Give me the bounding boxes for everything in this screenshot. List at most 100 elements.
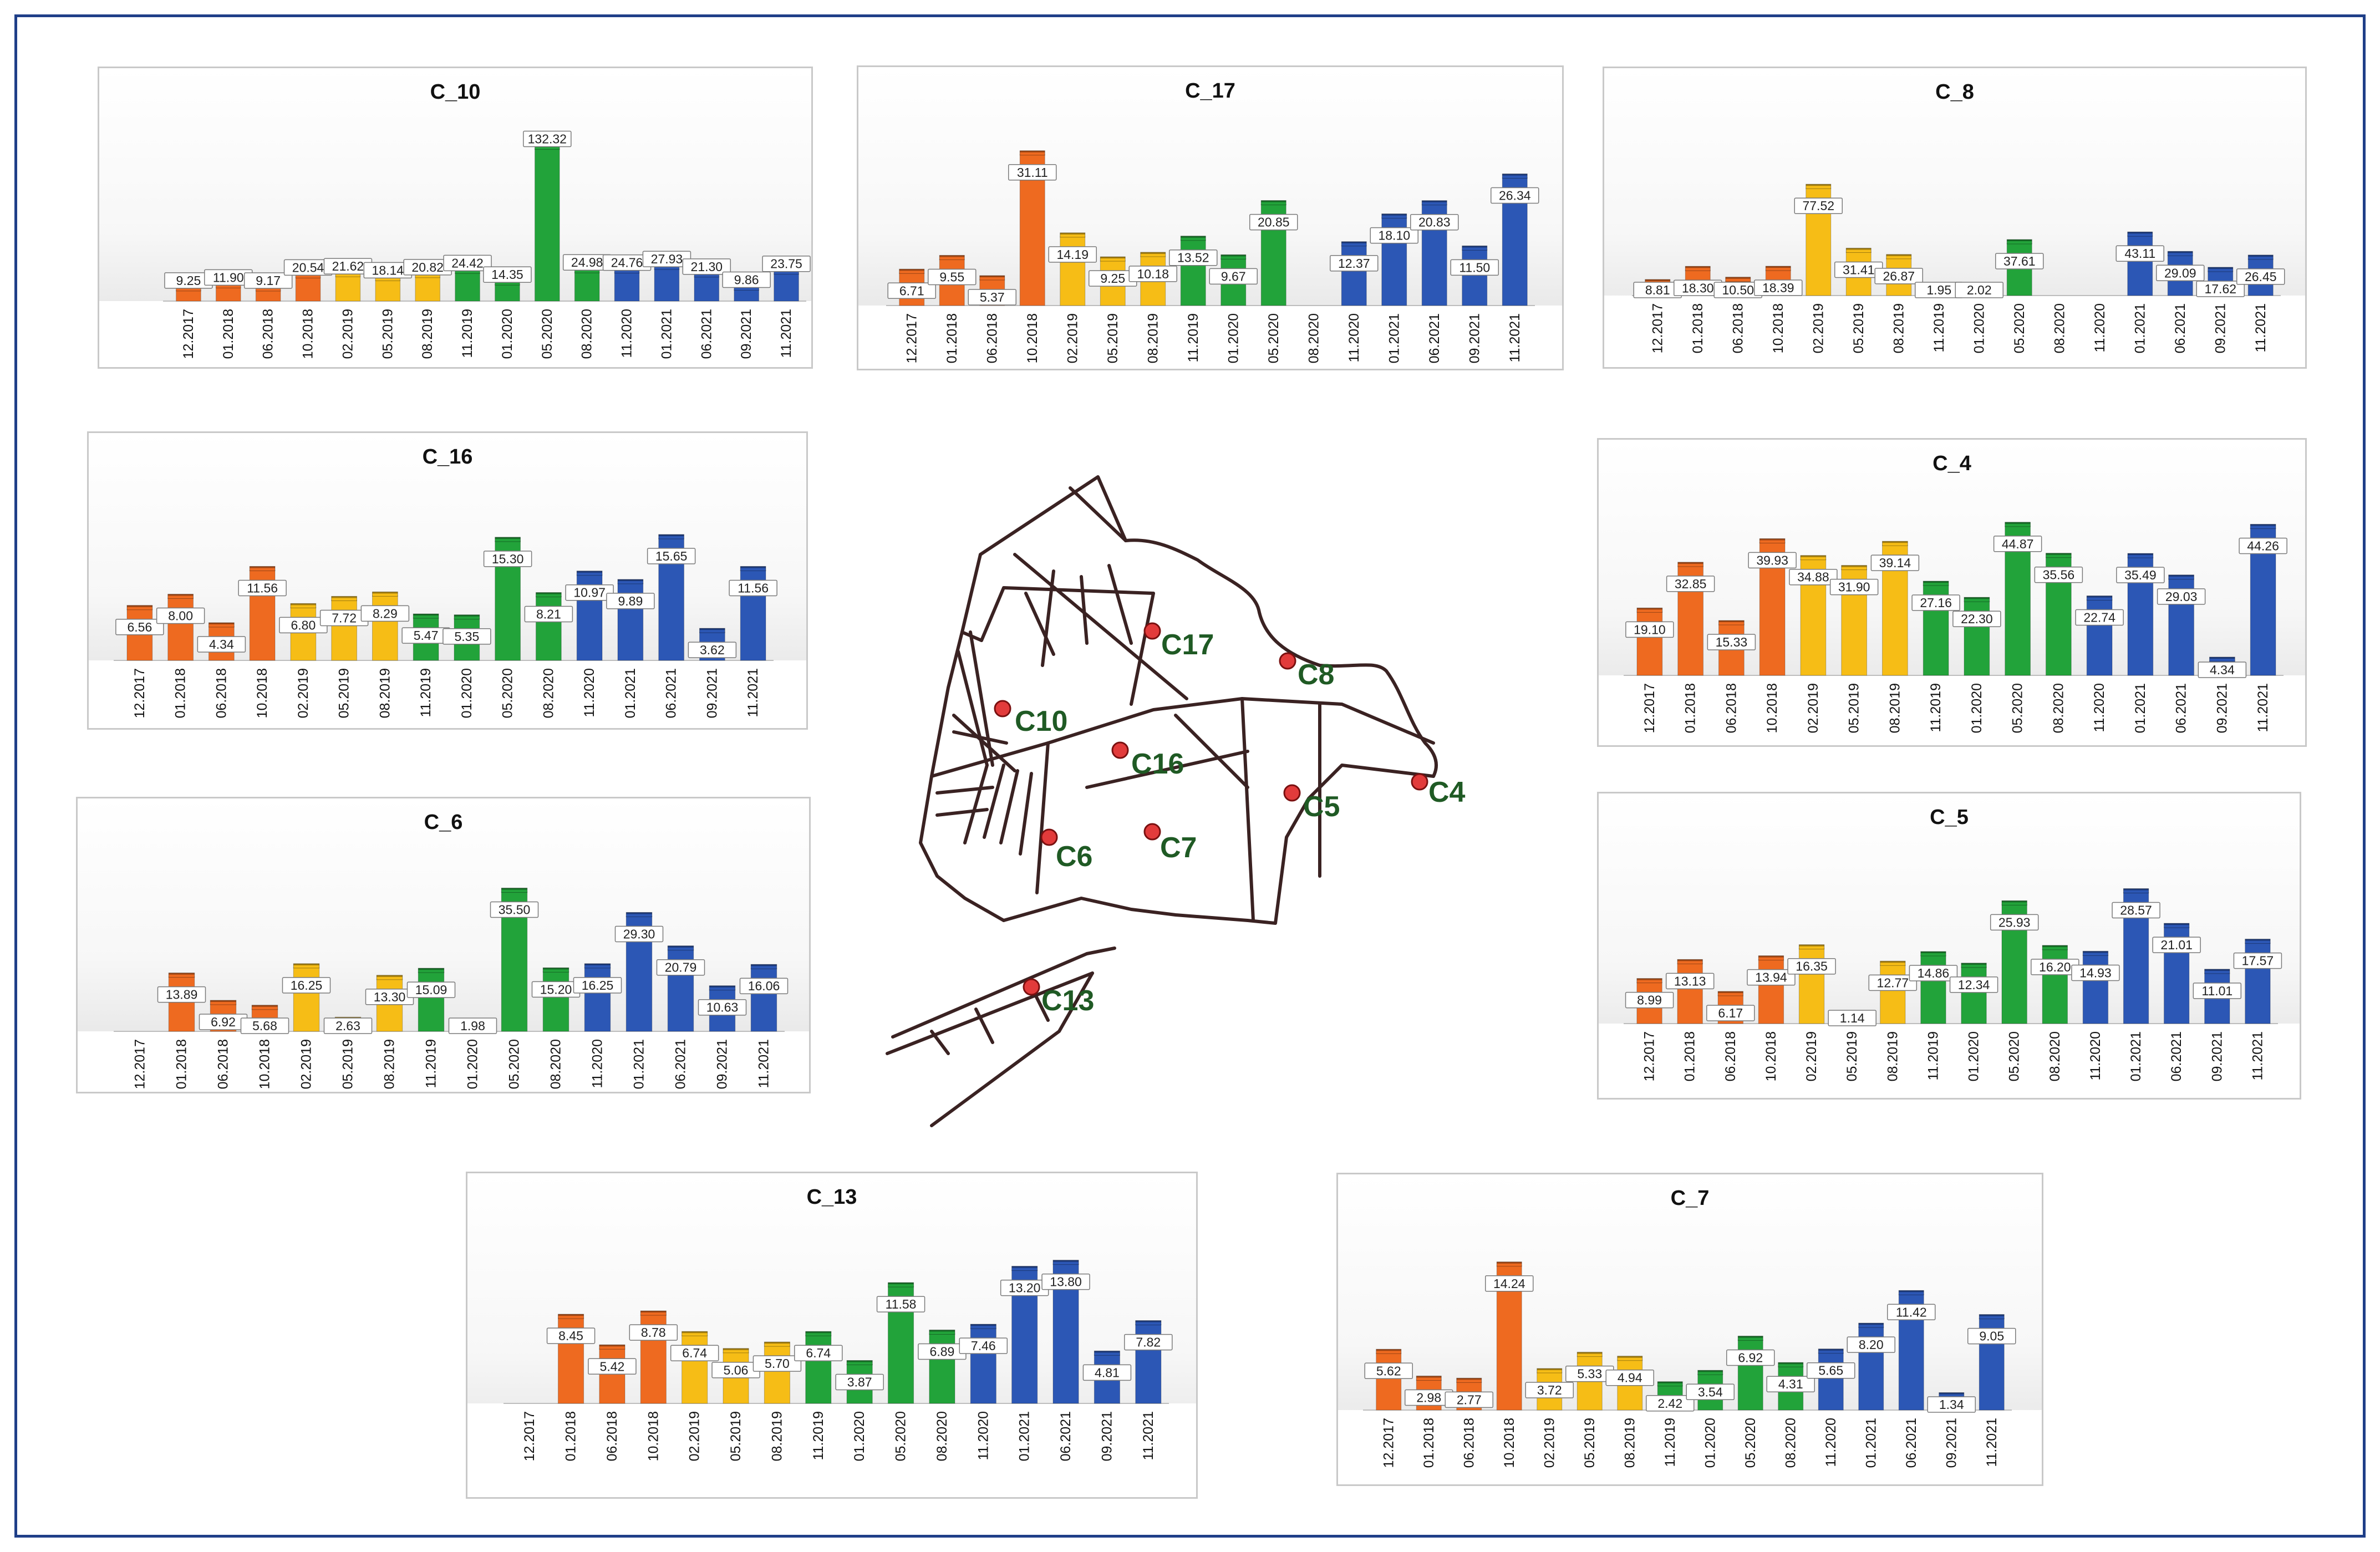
data-label-box	[1169, 249, 1218, 266]
bar-cap	[979, 275, 1005, 281]
data-label-box	[1491, 187, 1539, 204]
bar-cap-edge	[1261, 200, 1286, 202]
bar-cap-edge	[1738, 1336, 1763, 1338]
bar-cap-edge	[1899, 1290, 1924, 1293]
bar-cap	[168, 973, 195, 978]
data-label: 21.62	[332, 259, 364, 273]
axis-band	[467, 1403, 1196, 1497]
x-tick-label: 08.2019	[1145, 313, 1161, 363]
bar-cap-edge	[2248, 255, 2274, 257]
data-label-box	[1887, 1304, 1936, 1321]
bar-cap-edge	[413, 614, 439, 616]
bar	[2006, 243, 2032, 296]
data-label-box	[2112, 902, 2160, 919]
bar-cap	[1381, 213, 1407, 219]
x-tick-label: 11.2019	[811, 1411, 826, 1461]
bar-cap-edge	[2042, 945, 2068, 947]
bar-cap	[2123, 888, 2149, 894]
data-label: 19.10	[1634, 622, 1666, 637]
bar-cap	[658, 534, 684, 540]
x-tick-label: 11.2021	[745, 668, 761, 718]
x-tick-label: 05.2020	[540, 309, 555, 359]
bar-cap-edge	[888, 1283, 914, 1285]
data-label: 6.74	[806, 1346, 831, 1360]
bar-cap	[1880, 960, 1906, 966]
bar-cap-edge	[1657, 1381, 1683, 1383]
bar-cap-edge	[2128, 553, 2153, 556]
bar-cap	[1011, 1266, 1038, 1271]
x-tick-label: 05.2019	[1851, 303, 1867, 353]
x-tick-label: 02.2019	[1804, 1031, 1819, 1081]
x-tick-label: 08.2020	[1783, 1418, 1798, 1468]
data-label: 39.93	[1756, 553, 1788, 567]
data-label: 5.06	[724, 1363, 749, 1377]
bar	[2127, 235, 2153, 296]
x-tick-label: 01.2018	[221, 309, 236, 359]
bar-cap-edge	[682, 1331, 708, 1334]
bar-cap-edge	[1778, 1362, 1803, 1365]
data-label: 132.32	[528, 132, 567, 146]
data-label: 16.20	[2039, 960, 2071, 974]
bar-cap	[2208, 267, 2234, 272]
data-label: 2.77	[1457, 1392, 1482, 1407]
data-label: 4.34	[2210, 663, 2235, 677]
data-label-box	[1124, 1334, 1173, 1351]
x-tick-label: 01.2020	[465, 1039, 481, 1089]
data-label-box	[448, 1017, 497, 1034]
data-label: 11.01	[2201, 984, 2232, 998]
bar	[1376, 1352, 1402, 1411]
bar-cap	[1060, 232, 1086, 238]
data-label-box	[1927, 1396, 1976, 1413]
data-label: 35.50	[499, 903, 531, 917]
data-label: 2.63	[335, 1019, 360, 1033]
bar-cap	[1886, 254, 1912, 259]
data-label-box	[1370, 227, 1418, 244]
x-tick-label: 06.2021	[1427, 313, 1442, 363]
bar-cap-edge	[2046, 553, 2072, 555]
bar-cap	[576, 571, 603, 576]
bar-cap-edge	[1456, 1378, 1482, 1380]
data-label: 10.63	[706, 1000, 739, 1015]
x-tick-label: 11.2020	[2092, 683, 2107, 732]
x-tick-label: 11.2021	[779, 309, 794, 358]
data-label: 8.99	[1637, 993, 1662, 1007]
bar-cap	[1094, 1350, 1120, 1356]
axis-band	[858, 306, 1562, 369]
station-marker	[1279, 652, 1296, 670]
bar-cap-edge	[2204, 969, 2230, 971]
x-tick-label: 10.2018	[255, 668, 270, 718]
data-label: 26.87	[1883, 269, 1915, 283]
data-label: 16.25	[582, 978, 614, 993]
bar-cap	[495, 537, 521, 542]
bar-cap-edge	[668, 945, 694, 948]
bar-cap	[454, 614, 480, 620]
bar	[734, 289, 759, 302]
chart-title: C_16	[422, 445, 473, 469]
data-label-box	[647, 548, 696, 564]
data-label-box	[1949, 976, 1998, 993]
data-label-box	[729, 579, 777, 597]
chart-title: C_10	[430, 80, 481, 104]
data-label: 9.55	[939, 269, 964, 284]
bar-cap-edge	[2245, 939, 2271, 941]
bar-cap-edge	[1880, 961, 1905, 963]
data-label-box	[722, 271, 771, 288]
data-label: 11.58	[886, 1297, 917, 1311]
data-label: 9.05	[1979, 1329, 2004, 1344]
data-label: 4.34	[209, 637, 234, 652]
x-tick-label: 01.2018	[173, 668, 189, 718]
x-tick-label: 08.2019	[377, 668, 393, 718]
x-tick-label: 05.2020	[1743, 1418, 1758, 1468]
data-label-box	[2236, 268, 2285, 285]
x-tick-label: 01.2021	[632, 1039, 647, 1089]
bar	[599, 1348, 625, 1404]
data-label-box	[1955, 282, 2003, 298]
bar-cap	[1737, 1336, 1763, 1341]
data-label-box	[1445, 1391, 1493, 1408]
bar-cap-edge	[495, 537, 521, 539]
bar-cap-edge	[1020, 150, 1045, 152]
x-tick-label: 11.2019	[424, 1039, 439, 1088]
bar-cap-edge	[454, 614, 480, 617]
x-tick-label: 12.2017	[1642, 683, 1657, 733]
data-label: 8.00	[168, 609, 193, 623]
